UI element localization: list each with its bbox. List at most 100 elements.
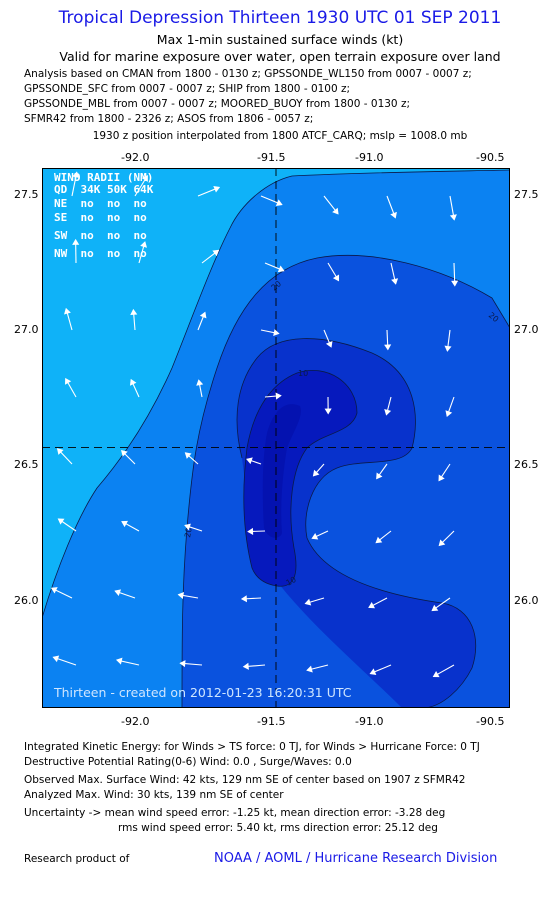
wind-vector-head	[184, 523, 191, 531]
wind-vector-head	[64, 307, 71, 315]
wind-vector-head	[246, 457, 253, 465]
wind-vector-head	[129, 378, 137, 386]
map-title: Tropical Depression Thirteen 1930 UTC 01…	[58, 8, 502, 28]
wind-vector-head	[368, 601, 376, 609]
wind-vector-head	[332, 207, 339, 215]
wind-vector-head	[140, 241, 147, 248]
x-tick-label: -91.0	[355, 715, 384, 728]
x-tick-label: -91.0	[355, 151, 384, 164]
wind-vector-head	[240, 595, 248, 603]
y-tick-label: 26.5	[514, 458, 539, 471]
wind-vector-head	[184, 452, 192, 459]
wind-vector-head	[445, 410, 453, 417]
y-tick-label: 27.0	[14, 323, 39, 336]
contour-line-20	[41, 169, 511, 619]
wind-vector-head	[306, 665, 313, 673]
wind-vector-head	[432, 670, 440, 678]
research-label: Research product of	[24, 853, 130, 865]
wind-radii-title: WIND RADII (NM)	[54, 171, 154, 184]
wind-vector-head	[56, 448, 64, 455]
contour-label: 20	[183, 527, 194, 539]
wind-vector-head	[376, 472, 383, 480]
wind-vector-head	[141, 174, 148, 182]
x-tick-label: -90.5	[476, 715, 505, 728]
wind-vector-head	[196, 379, 204, 386]
wind-vector-head	[57, 518, 65, 525]
position-note: 1930 z position interpolated from 1800 A…	[92, 130, 468, 142]
x-tick-label: -92.0	[121, 151, 150, 164]
wind-vector-head	[50, 587, 58, 594]
wind-vector-head	[121, 449, 128, 457]
wind-vector-head	[332, 274, 340, 282]
wind-vector-head	[72, 238, 80, 245]
wind-vector-head	[213, 185, 221, 193]
wind-vector-head	[311, 533, 319, 540]
wind-vector-head	[121, 520, 129, 528]
analysis-line: GPSSONDE_SFC from 0007 - 0007 z; SHIP fr…	[24, 83, 351, 95]
y-tick-label: 26.0	[514, 594, 539, 607]
analysis-line: SFMR42 from 1800 - 2326 z; ASOS from 180…	[24, 113, 314, 125]
wind-vector-head	[199, 311, 207, 319]
x-tick-label: -91.5	[257, 151, 286, 164]
wind-vectors	[50, 171, 459, 678]
y-tick-label: 27.5	[514, 188, 539, 201]
wind-radii-row: SW no no no	[54, 229, 147, 242]
contour-line-15	[181, 255, 511, 709]
wind-vector-head	[275, 392, 282, 400]
wind-vector-head	[275, 199, 283, 206]
wind-vector-head	[325, 340, 333, 348]
wind-vector-head	[130, 308, 138, 316]
noaa-link[interactable]: NOAA / AOML / Hurricane Research Divisio…	[214, 851, 498, 866]
map-credit: Thirteen - created on 2012-01-23 16:20:3…	[54, 685, 352, 700]
x-tick-label: -92.0	[121, 715, 150, 728]
map-subtitle-exposure: Valid for marine exposure over water, op…	[59, 49, 501, 64]
y-tick-label: 26.5	[14, 458, 39, 471]
x-tick-label: -90.5	[476, 151, 505, 164]
map-frame	[42, 168, 510, 708]
wind-vector-head	[324, 408, 332, 415]
destructive-potential-text: Destructive Potential Rating(0-6) Wind: …	[24, 756, 352, 768]
x-tick-label: -91.5	[257, 715, 286, 728]
wind-vector-head	[177, 591, 185, 599]
wind-vector-head	[114, 589, 122, 597]
wind-vector-head	[384, 344, 392, 351]
analysis-line: GPSSONDE_MBL from 0007 - 0007 z; MOORED_…	[24, 98, 410, 110]
wind-vector-head	[438, 539, 446, 547]
wind-vector-head	[390, 211, 397, 219]
wind-vector-head	[273, 329, 280, 337]
wind-vector-head	[65, 377, 72, 385]
wind-vector-head	[451, 280, 459, 287]
contour-label: 10	[298, 369, 308, 378]
contour-core	[262, 404, 301, 538]
rms-error-text: rms wind speed error: 5.40 kt, rms direc…	[118, 822, 438, 834]
map-subtitle-winds: Max 1-min sustained surface winds (kt)	[156, 32, 404, 47]
analysis-line: Analysis based on CMAN from 1800 - 0130 …	[24, 68, 472, 80]
wind-radii-row: NE no no no	[54, 197, 147, 210]
contour-line-5	[243, 370, 358, 587]
wind-vector-head	[375, 536, 383, 544]
contour-line-10	[236, 338, 476, 709]
wind-vector-head	[304, 598, 312, 606]
wind-vector-head	[444, 345, 452, 352]
wind-vector-head	[242, 662, 249, 670]
ike-text: Integrated Kinetic Energy: for Winds > T…	[24, 741, 480, 753]
wind-vector-head	[391, 278, 399, 285]
wind-vector-head	[312, 469, 320, 477]
wind-vector-head	[431, 604, 439, 612]
wind-vector-head	[115, 657, 123, 665]
contour-label: 10	[285, 575, 298, 588]
wind-field-map: 20 20 10 10 20 WIND RADII (NM) QD 34K 50…	[41, 168, 511, 709]
wind-vector-head	[449, 214, 457, 221]
wind-field-canvas: 20 20 10 10 20	[41, 168, 511, 709]
wind-vector-head	[212, 249, 220, 257]
y-tick-label: 27.0	[514, 323, 539, 336]
wind-radii-row: SE no no no	[54, 211, 147, 224]
wind-vector-head	[277, 265, 285, 273]
y-tick-label: 26.0	[14, 594, 39, 607]
wind-vector-head	[384, 409, 392, 416]
wind-vector-head	[438, 474, 445, 482]
wind-radii-row: NW no no no	[54, 247, 147, 260]
wind-vector-head	[52, 655, 60, 663]
wind-vector-head	[369, 668, 377, 675]
analyzed-max-wind-text: Analyzed Max. Wind: 30 kts, 139 nm SE of…	[24, 789, 284, 801]
